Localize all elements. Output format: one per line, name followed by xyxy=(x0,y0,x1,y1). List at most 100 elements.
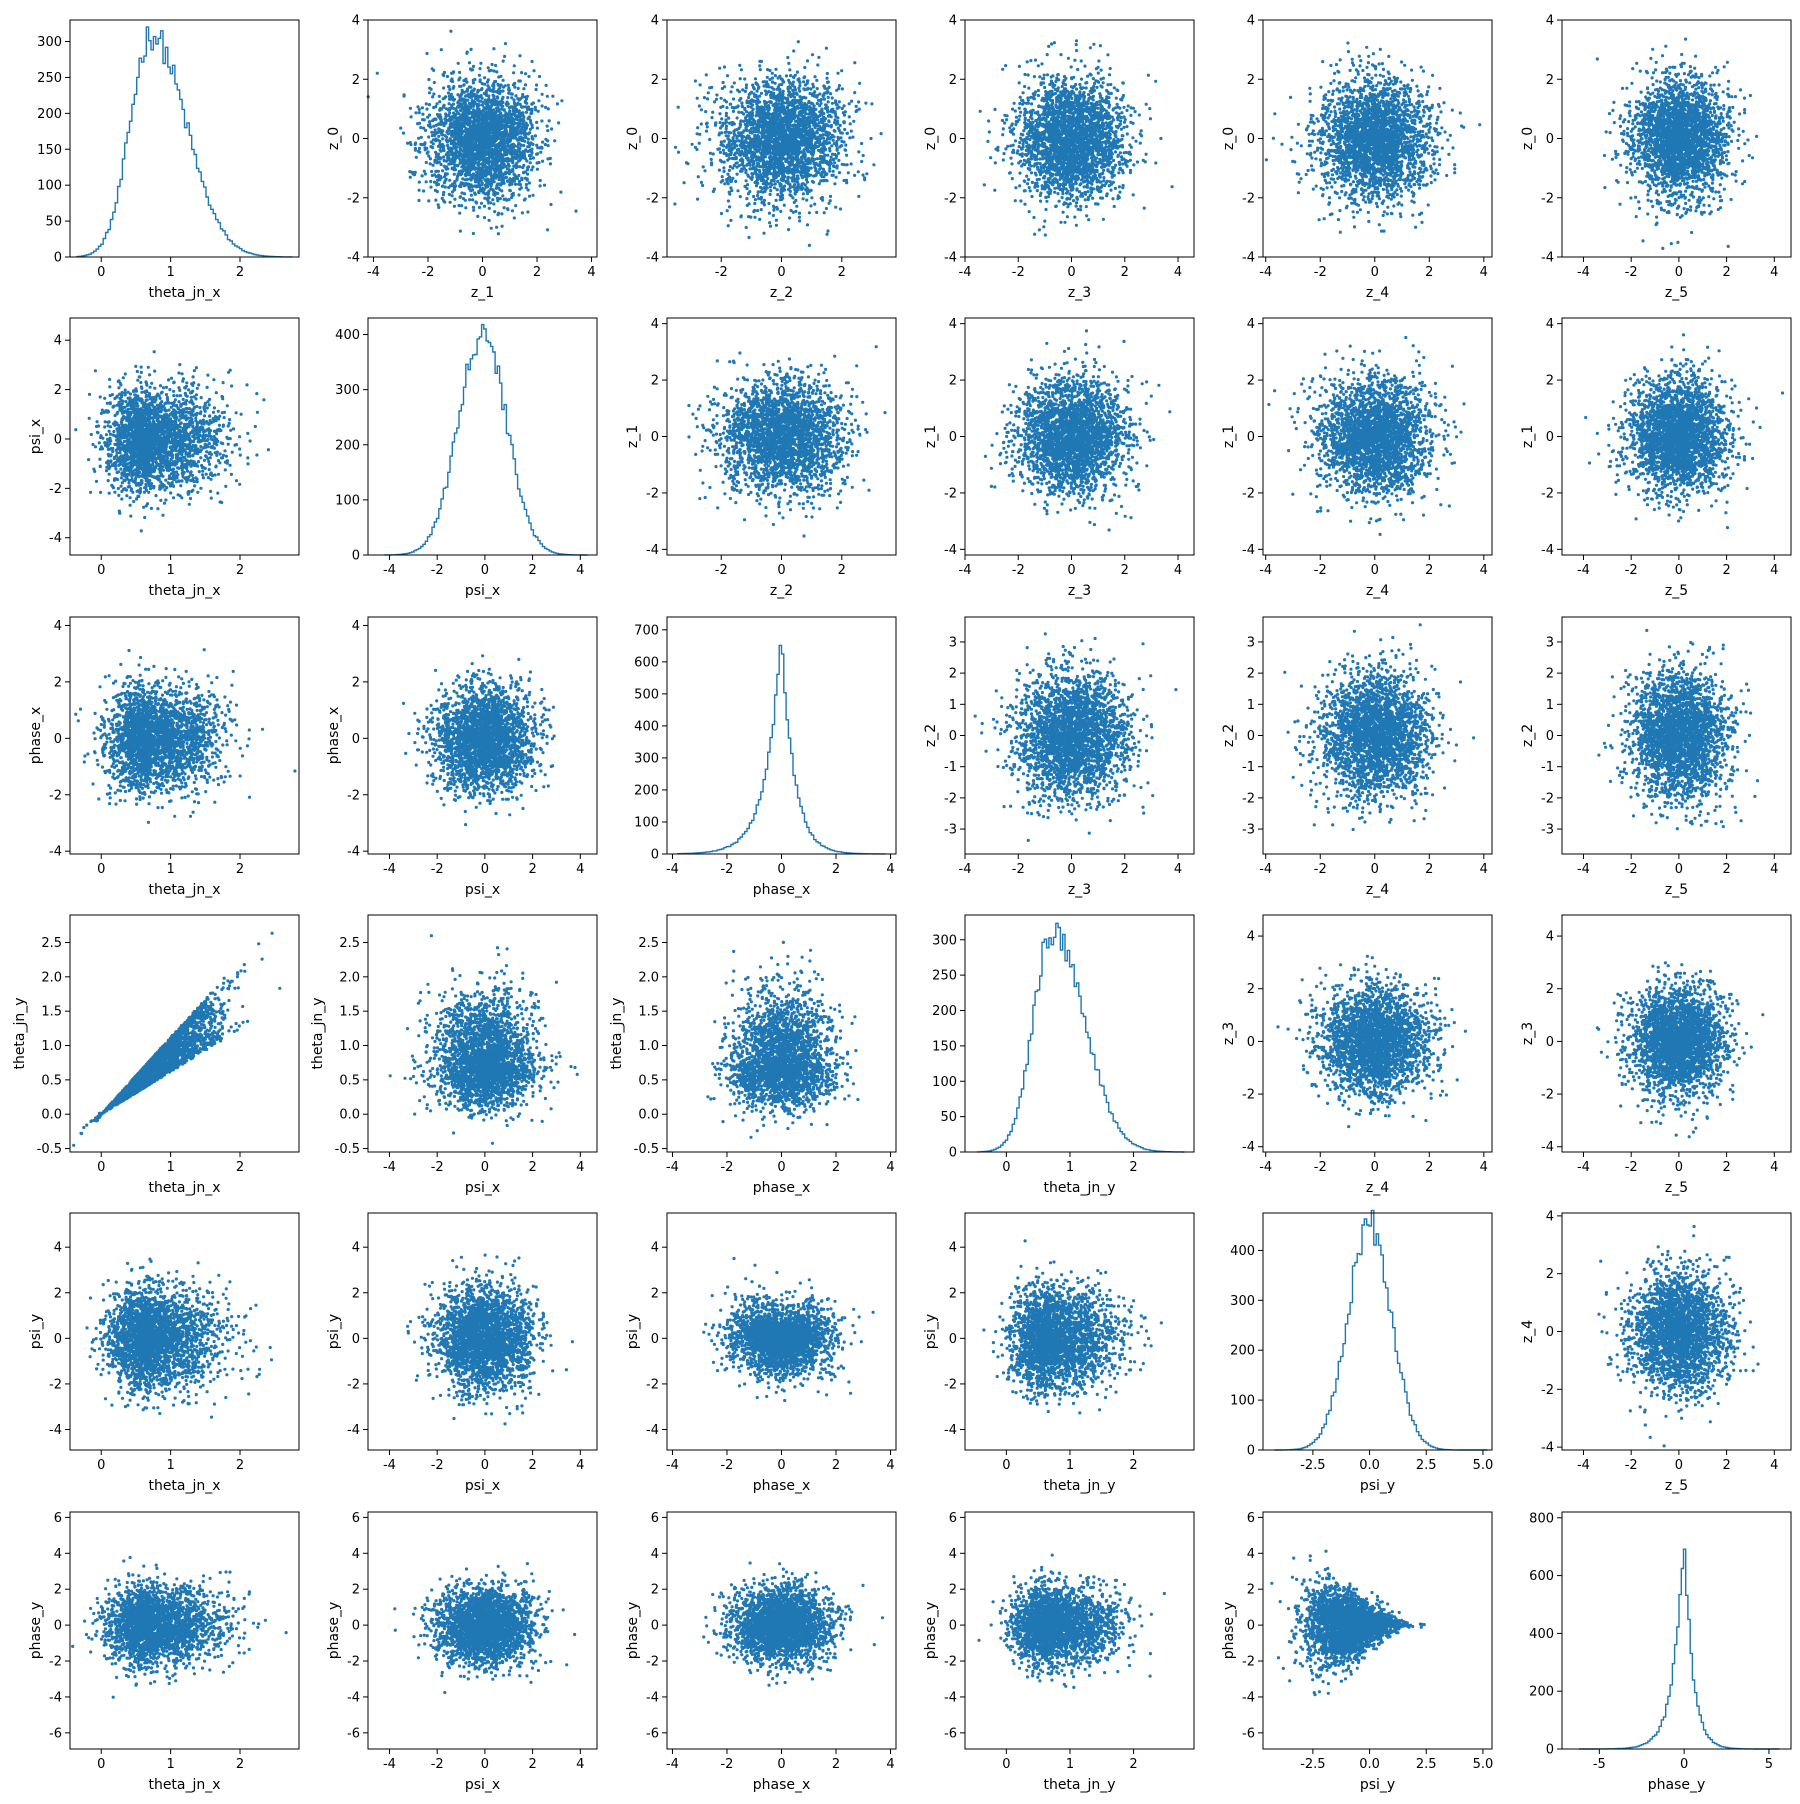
y-tick-label: 4 xyxy=(1546,930,1554,945)
scatter-points xyxy=(388,934,579,1145)
x-tick-label: 2 xyxy=(236,862,244,877)
y-tick-label: 1.0 xyxy=(638,1039,659,1054)
y-tick-label: 150 xyxy=(37,143,62,158)
y-tick-label: 4 xyxy=(54,1241,62,1256)
x-tick-label: 4 xyxy=(1480,1160,1488,1175)
y-tick-label: 100 xyxy=(932,1075,957,1090)
y-tick-label: 4 xyxy=(1247,1547,1255,1562)
x-tick-label: 0.0 xyxy=(1359,1458,1380,1473)
y-tick-label: 2 xyxy=(1546,374,1554,389)
x-tick-label: 4 xyxy=(576,862,584,877)
y-tick-label: 2 xyxy=(352,675,360,690)
x-axis-label: z_3 xyxy=(1068,285,1091,301)
x-tick-label: 0 xyxy=(1371,563,1379,578)
y-tick-label: -2 xyxy=(646,1377,659,1392)
x-axis-label: z_4 xyxy=(1366,1180,1389,1196)
y-tick-label: 250 xyxy=(37,71,62,86)
y-axis-label: psi_y xyxy=(326,1314,342,1349)
x-tick-label: -2 xyxy=(720,862,733,877)
plot-area xyxy=(406,1253,575,1426)
y-tick-label: 4 xyxy=(651,317,659,332)
scatter-points xyxy=(673,40,883,247)
y-tick-label: 0 xyxy=(949,132,957,147)
x-axis-label: z_5 xyxy=(1665,882,1688,898)
y-tick-label: 0 xyxy=(54,432,62,447)
x-tick-label: 0 xyxy=(1675,265,1683,280)
y-tick-label: 4 xyxy=(949,14,957,29)
y-tick-label: -6 xyxy=(1242,1726,1255,1741)
scatter-points xyxy=(977,1553,1166,1689)
x-tick-label: 0 xyxy=(1675,563,1683,578)
x-tick-label: -2 xyxy=(1012,862,1025,877)
scatter-points xyxy=(401,654,556,827)
y-tick-label: 600 xyxy=(634,655,659,670)
x-tick-label: 0 xyxy=(481,563,489,578)
x-tick-label: -4 xyxy=(383,563,396,578)
x-tick-label: -2 xyxy=(720,1160,733,1175)
y-axis-label: phase_y xyxy=(28,1602,44,1660)
scatter-points xyxy=(393,1562,577,1695)
y-tick-label: 2 xyxy=(54,383,62,398)
y-axis-label: z_0 xyxy=(1520,127,1536,150)
y-tick-label: 1.5 xyxy=(638,1005,659,1020)
y-tick-label: 0 xyxy=(352,1332,360,1347)
x-tick-label: -2 xyxy=(1625,265,1638,280)
x-axis-label: z_3 xyxy=(1068,583,1091,599)
subplot-0-3: -4 -2 0 2 4 -4 -2 0 2 4 z_3 z_0 xyxy=(923,14,1195,301)
y-tick-label: -4 xyxy=(347,1690,360,1705)
subplot-5-4: -2.5 0.0 2.5 5.0 -6 -4 -2 0 2 4 6 psi_y phase_y xyxy=(1221,1511,1493,1793)
x-tick-label: 0 xyxy=(1002,1458,1010,1473)
y-tick-label: -4 xyxy=(944,1423,957,1438)
y-tick-label: 4 xyxy=(949,317,957,332)
axes-frame xyxy=(367,1212,598,1451)
x-tick-label: 0 xyxy=(1067,265,1075,280)
x-tick-label: 1 xyxy=(1066,1160,1074,1175)
x-axis-label: z_4 xyxy=(1366,583,1389,599)
y-tick-label: 2.0 xyxy=(638,970,659,985)
y-tick-label: 3 xyxy=(1247,635,1255,650)
y-axis-label: z_2 xyxy=(1221,724,1237,747)
y-tick-label: 100 xyxy=(634,815,659,830)
plot-area xyxy=(1597,1224,1760,1448)
plot-area xyxy=(1264,41,1482,234)
x-tick-label: 0 xyxy=(97,1757,105,1772)
y-tick-label: -2 xyxy=(347,1655,360,1670)
subplot-0-2: -2 0 2 -4 -2 0 2 4 z_2 z_0 xyxy=(625,14,897,301)
y-tick-label: 400 xyxy=(634,719,659,734)
x-tick-label: -4 xyxy=(383,1458,396,1473)
subplot-3-4: -4 -2 0 2 4 -4 -2 0 2 4 z_4 z_3 xyxy=(1221,914,1493,1196)
x-tick-label: -4 xyxy=(383,862,396,877)
y-tick-label: 2 xyxy=(949,374,957,389)
x-tick-label: -4 xyxy=(666,1458,679,1473)
subplot-3-1: -4 -2 0 2 4 -0.5 0.0 0.5 1.0 1.5 2.0 2.5 psi_x theta_… xyxy=(310,914,598,1196)
y-tick-label: 4 xyxy=(54,619,62,634)
y-tick-label: -4 xyxy=(49,1690,62,1705)
axes-frame xyxy=(1262,1212,1493,1451)
scatter-points xyxy=(74,350,271,533)
plot-area xyxy=(401,654,556,827)
x-tick-label: -4 xyxy=(666,1160,679,1175)
histogram-step xyxy=(677,644,886,855)
x-tick-label: 2 xyxy=(1129,1160,1137,1175)
subplot-2-0: 0 1 2 -4 -2 0 2 4 theta_jn_x phase_x xyxy=(28,616,300,898)
axes-frame xyxy=(69,317,300,556)
y-tick-label: 2 xyxy=(1247,73,1255,88)
y-tick-label: 2 xyxy=(949,73,957,88)
x-tick-label: -4 xyxy=(959,563,972,578)
y-tick-label: -2 xyxy=(1541,1383,1554,1398)
subplot-5-0: 0 1 2 -6 -4 -2 0 2 4 6 theta_jn_x phase_y xyxy=(28,1511,300,1793)
y-tick-label: 300 xyxy=(37,35,62,50)
axes-frame xyxy=(964,914,1195,1153)
y-tick-label: -2 xyxy=(49,1655,62,1670)
subplot-5-1: -4 -2 0 2 4 -6 -4 -2 0 2 4 6 psi_x phase_y xyxy=(326,1511,598,1793)
plot-area xyxy=(1584,333,1785,530)
y-axis-label: z_0 xyxy=(326,127,342,150)
y-tick-label: -2 xyxy=(646,486,659,501)
subplot-3-3: 0 1 2 0 50 100 150 200 250 300 theta_jn_y xyxy=(932,914,1195,1196)
x-tick-label: 5.0 xyxy=(1473,1458,1494,1473)
y-axis-label: z_3 xyxy=(1221,1022,1237,1045)
y-tick-label: -2 xyxy=(1242,191,1255,206)
y-axis-label: psi_y xyxy=(625,1314,641,1349)
y-tick-label: 600 xyxy=(1529,1569,1554,1584)
